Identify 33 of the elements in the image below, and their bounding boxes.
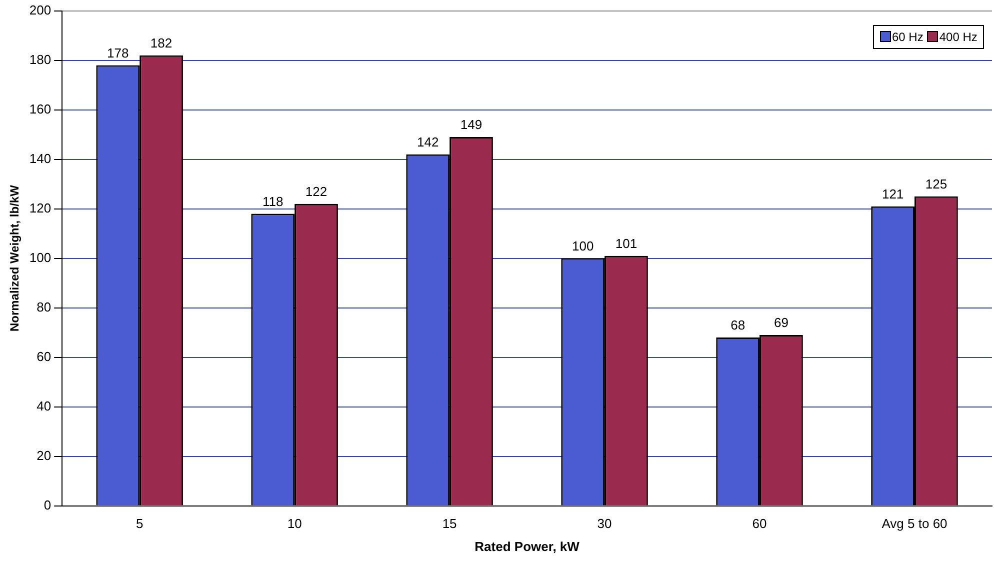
y-tick-label: 60: [36, 348, 52, 364]
data-label: 118: [262, 194, 284, 209]
x-tick-label: 15: [442, 516, 457, 532]
x-axis-title: Rated Power, kW: [474, 538, 580, 554]
data-label: 100: [572, 238, 594, 254]
data-label: 178: [107, 45, 129, 60]
y-tick-label: 140: [29, 150, 52, 166]
data-label: 182: [150, 35, 172, 50]
x-tick-label: 10: [287, 516, 302, 532]
y-tick-label: 120: [29, 200, 52, 216]
data-label: 142: [417, 134, 439, 150]
y-axis-title: Normalized Weight, lb/kW: [8, 184, 22, 332]
data-label: 69: [774, 315, 788, 330]
y-tick-label: 200: [29, 2, 52, 18]
data-label: 101: [615, 236, 638, 251]
data-label: 122: [305, 184, 328, 199]
data-label: 125: [925, 176, 948, 192]
y-tick-label: 0: [44, 497, 52, 512]
legend-label: 60 Hz: [892, 30, 924, 44]
x-tick-label: Avg 5 to 60: [882, 516, 948, 532]
y-tick-label: 180: [29, 52, 52, 67]
y-tick-label: 40: [36, 398, 52, 414]
y-tick-label: 160: [29, 101, 52, 116]
y-tick-label: 100: [29, 250, 52, 265]
x-tick-label: 30: [597, 516, 612, 532]
data-label: 121: [882, 186, 904, 202]
legend-label: 400 Hz: [939, 30, 978, 44]
data-label: 68: [730, 318, 746, 333]
data-label: 149: [460, 117, 482, 132]
y-tick-label: 20: [36, 448, 52, 463]
y-tick-label: 80: [36, 299, 52, 314]
x-tick-label: 5: [136, 516, 144, 532]
x-tick-label: 60: [752, 516, 767, 532]
